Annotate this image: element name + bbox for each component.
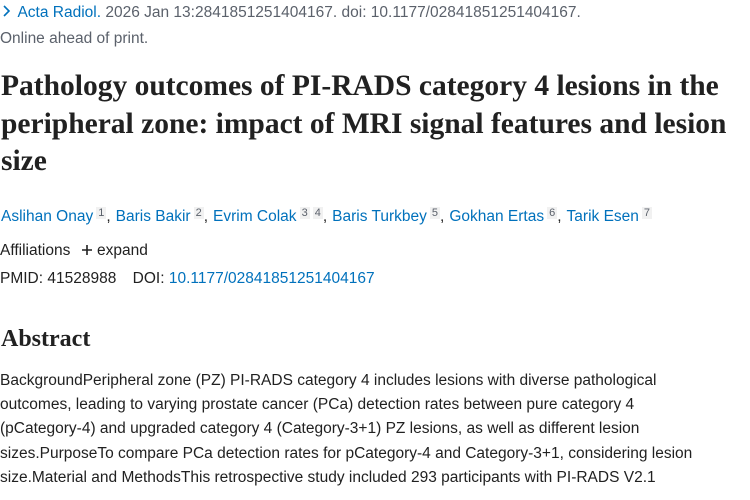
author-separator: , xyxy=(322,208,328,225)
affiliations-label: Affiliations xyxy=(0,242,71,259)
affiliation-number[interactable]: 5 xyxy=(429,207,441,219)
author-separator: , xyxy=(557,208,562,225)
author: Baris Bakir 2, xyxy=(116,202,208,228)
author: Tarik Esen 7 xyxy=(567,202,653,228)
abstract-heading: Abstract xyxy=(1,326,91,352)
author-name[interactable]: Aslihan Onay xyxy=(1,208,94,225)
plus-icon xyxy=(81,245,92,255)
expand-label: expand xyxy=(97,242,148,259)
affiliation-number[interactable]: 4 xyxy=(312,207,323,219)
pmid-label: PMID: xyxy=(0,270,44,287)
author: Baris Turkbey 5, xyxy=(332,202,444,228)
abstract-line: (pCategory-4) and upgraded category 4 (C… xyxy=(0,420,640,438)
author-separator: , xyxy=(106,208,111,225)
expand-toggle[interactable]: expand xyxy=(81,242,148,259)
author-name[interactable]: Tarik Esen xyxy=(566,208,639,225)
abstract-line: size.Material and MethodsThis retrospect… xyxy=(0,468,656,486)
author-name[interactable]: Baris Bakir xyxy=(115,208,191,225)
abstract-line: outcomes, leading to varying prostate ca… xyxy=(0,396,635,414)
author: Evrim Colak 3 4, xyxy=(213,202,327,228)
author: Aslihan Onay 1, xyxy=(1,202,111,228)
author-list: Aslihan Onay 1, Baris Bakir 2, Evrim Colak 3 4… xyxy=(1,202,657,228)
publication-status: Online ahead of print. xyxy=(0,30,149,47)
affiliation-number[interactable]: 3 xyxy=(299,207,310,219)
author: Gokhan Ertas 6, xyxy=(449,202,562,228)
author-name[interactable]: Baris Turkbey xyxy=(332,208,427,225)
author-name[interactable]: Gokhan Ertas xyxy=(449,208,545,225)
abstract-text: BackgroundPeripheral zone (PZ) PI-RADS c… xyxy=(0,369,692,490)
abstract-line: BackgroundPeripheral zone (PZ) PI-RADS c… xyxy=(0,372,657,389)
article-title: Pathology outcomes of PI-RADS category 4… xyxy=(1,70,727,177)
abstract-line: sizes.PurposeTo compare PCa detection ra… xyxy=(0,444,693,462)
doi-link[interactable]: 10.1177/02841851251404167 xyxy=(168,270,375,287)
citation: Acta Radiol. 2026 Jan 13:284185125140416… xyxy=(0,2,581,24)
identifiers: PMID: 41528988 DOI: 10.1177/028418512514… xyxy=(0,268,375,290)
affiliation-number[interactable]: 7 xyxy=(641,207,653,219)
affiliation-number[interactable]: 2 xyxy=(193,207,204,219)
journal-link[interactable]: Acta Radiol. xyxy=(17,4,102,21)
author-separator: , xyxy=(203,208,209,225)
author-separator: , xyxy=(440,208,445,225)
chevron-icon[interactable] xyxy=(0,4,14,18)
affiliation-number[interactable]: 6 xyxy=(547,207,558,219)
affiliation-number[interactable]: 1 xyxy=(96,207,107,219)
doi-label: DOI: xyxy=(132,270,165,287)
author-name[interactable]: Evrim Colak xyxy=(213,208,297,225)
affiliations: Affiliations expand xyxy=(0,240,148,262)
pmid: 41528988 xyxy=(47,270,117,287)
citation-details: 2026 Jan 13:2841851251404167. doi: 10.11… xyxy=(101,4,581,21)
